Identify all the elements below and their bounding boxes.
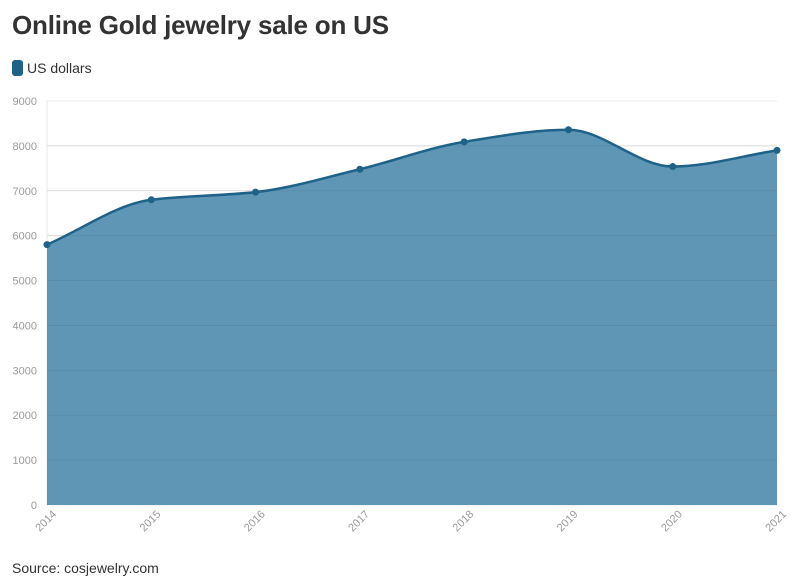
y-tick-label: 5000 (13, 276, 37, 288)
y-tick-label: 8000 (13, 141, 37, 153)
data-point (43, 241, 51, 249)
legend-swatch (12, 60, 23, 76)
legend: US dollars (12, 60, 92, 76)
y-tick-label: 1000 (13, 455, 37, 467)
data-point (460, 138, 468, 146)
series-line (46, 128, 778, 246)
y-tick-label: 4000 (13, 320, 37, 332)
data-point (669, 163, 677, 171)
chart-title: Online Gold jewelry sale on US (12, 10, 389, 40)
data-point (564, 126, 572, 134)
x-tick-label: 2018 (451, 508, 477, 534)
x-tick-label: 2016 (242, 508, 268, 534)
x-tick-label: 2021 (763, 508, 789, 534)
x-tick-label: 2014 (33, 508, 59, 534)
y-tick-label: 3000 (13, 365, 37, 377)
x-tick-label: 2019 (555, 508, 581, 534)
source-note: Source: cosjewelry.com (12, 560, 159, 576)
data-point (252, 188, 260, 196)
x-tick-label: 2020 (659, 508, 685, 534)
x-tick-label: 2015 (138, 508, 164, 534)
y-tick-label: 9000 (13, 96, 37, 108)
y-tick-label: 6000 (13, 231, 37, 243)
series-area (47, 129, 777, 505)
data-point (147, 196, 155, 204)
y-tick-label: 2000 (13, 410, 37, 422)
data-point (356, 165, 364, 173)
y-tick-label: 0 (31, 500, 37, 512)
legend-label: US dollars (27, 60, 92, 76)
x-tick-label: 2017 (346, 508, 372, 534)
data-point (773, 146, 781, 154)
y-tick-label: 7000 (13, 186, 37, 198)
